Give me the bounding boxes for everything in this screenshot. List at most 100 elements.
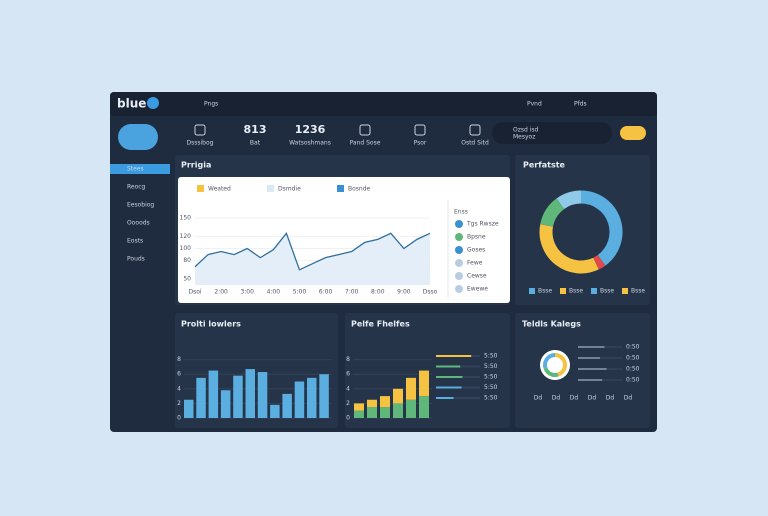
y-tick-label: 4 [346, 385, 350, 392]
y-tick-label: 100 [180, 245, 192, 252]
list-icon [455, 233, 463, 241]
y-tick-label: 50 [183, 275, 191, 282]
sidebar-item[interactable]: Reocg [127, 184, 146, 191]
legend-swatch [591, 288, 597, 294]
axis-label: Dd [624, 395, 633, 402]
donut-segment [543, 367, 559, 377]
toggle[interactable] [620, 126, 646, 140]
legend-swatch [337, 185, 344, 192]
stat-value: 1236 [295, 123, 326, 136]
stack-segment [380, 407, 390, 418]
progress-label: 5:50 [484, 374, 498, 381]
list-icon [455, 246, 463, 254]
stack-segment [393, 388, 403, 404]
legend-swatch [529, 288, 535, 294]
x-tick-label: 2:00 [214, 289, 228, 296]
progress-label: 5:50 [484, 395, 498, 402]
y-tick-label: 0 [177, 415, 181, 422]
sidebar-item[interactable]: Stees [127, 166, 144, 173]
stat-icon [469, 124, 481, 136]
bar [307, 377, 317, 418]
list-item[interactable]: Goses [467, 247, 485, 254]
donut-segment [580, 190, 623, 266]
progress-label: 5:50 [484, 384, 498, 391]
sidebar-item[interactable]: Eosts [127, 238, 143, 245]
y-tick-label: 150 [180, 215, 192, 222]
stack-segment [419, 370, 429, 397]
list-title: Enss [454, 209, 468, 216]
x-tick-label: Dsoi [188, 289, 201, 296]
bar [257, 372, 268, 418]
sidebar-item[interactable]: Eesobiog [127, 202, 154, 209]
y-tick-label: 4 [177, 385, 181, 392]
legend-label: Bosnde [348, 186, 371, 193]
axis-label: Dd [570, 395, 579, 402]
stat-icon [359, 124, 371, 136]
stat-label: Dsssibog [187, 140, 214, 147]
x-tick-label: 9:00 [397, 289, 411, 296]
stack-segment [406, 377, 416, 400]
logo-dot [147, 97, 159, 109]
donut-panel [515, 155, 650, 305]
list-item[interactable]: Cewse [467, 273, 487, 280]
top-bar [110, 92, 657, 116]
legend-label: Bsse [569, 288, 583, 295]
list-icon [455, 272, 463, 280]
x-tick-label: 6:00 [319, 289, 333, 296]
action[interactable]: Pfds [574, 101, 587, 108]
menu[interactable]: Pngs [204, 101, 218, 108]
list-item[interactable]: Fewe [467, 260, 483, 267]
legend-label: Bsse [538, 288, 552, 295]
list-icon [455, 259, 463, 267]
list-item[interactable]: Ewewe [467, 286, 488, 293]
y-tick-label: 0 [346, 415, 350, 422]
donut-segment [554, 353, 567, 377]
tasks-panel [515, 313, 650, 428]
axis-label: Dd [606, 395, 615, 402]
stack-segment [354, 410, 364, 418]
stat-label: Psor [414, 140, 427, 147]
sidebar-item[interactable]: Oooods [127, 220, 150, 227]
stat-value: 813 [244, 123, 267, 136]
line-area [195, 233, 430, 285]
list-item[interactable]: Bpsne [467, 234, 486, 241]
y-tick-label: 6 [177, 371, 181, 378]
axis-label: Dd [588, 395, 597, 402]
donut-segment [556, 190, 582, 210]
legend-swatch [197, 185, 204, 192]
stack-segment [393, 403, 403, 418]
y-tick-label: 80 [183, 257, 191, 264]
donut-segment [543, 353, 556, 369]
stat-label: Watsoshmans [289, 140, 331, 147]
stack-segment [406, 399, 416, 418]
x-tick-label: 4:00 [267, 289, 281, 296]
x-tick-label: 3:00 [240, 289, 254, 296]
panel-title: Pelfe Fhelfes [351, 320, 410, 329]
profile-card[interactable] [492, 122, 612, 144]
list-icon [455, 220, 463, 228]
axis-label: Dd [552, 395, 561, 402]
y-tick-label: 2 [177, 400, 181, 407]
line [194, 231, 431, 271]
bar [270, 404, 280, 418]
x-tick-label: 5:00 [293, 289, 307, 296]
legend-label: Bsse [600, 288, 614, 295]
y-tick-label: 120 [180, 233, 192, 240]
panel-title: Teldls Kalegs [522, 320, 581, 329]
progress-label: 5:50 [484, 363, 498, 370]
progress-label: 0:50 [626, 344, 640, 351]
bar [184, 399, 194, 418]
cloud-logo [118, 124, 158, 150]
bar [294, 381, 305, 418]
list-item[interactable]: Tgs Rwsze [466, 221, 499, 228]
sidebar-active [110, 164, 170, 174]
y-tick-label: 8 [177, 356, 181, 363]
stack-segment [419, 396, 429, 418]
sidebar-item[interactable]: Pouds [127, 256, 145, 263]
stat-label: Ostd Sitd [461, 140, 489, 147]
legend-label: Bsse [631, 288, 645, 295]
axis-label: Dd [534, 395, 543, 402]
action[interactable]: Pvnd [527, 101, 542, 108]
x-tick-label: Dsso [423, 289, 438, 296]
donut-segment [593, 254, 606, 270]
